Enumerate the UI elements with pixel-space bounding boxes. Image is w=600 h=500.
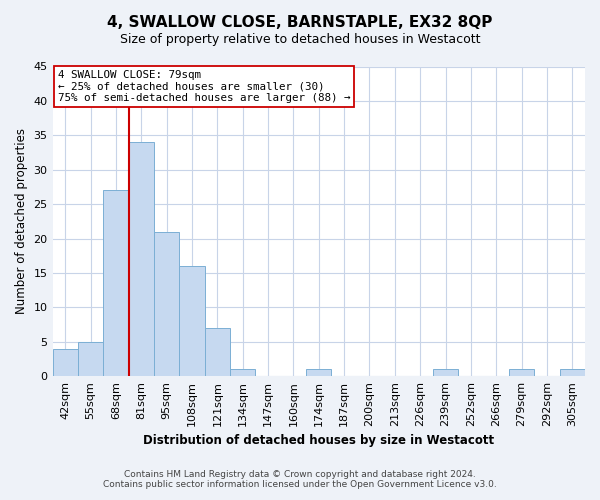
Bar bbox=[509, 370, 534, 376]
Bar bbox=[179, 266, 205, 376]
Bar bbox=[53, 348, 78, 376]
Text: 4, SWALLOW CLOSE, BARNSTAPLE, EX32 8QP: 4, SWALLOW CLOSE, BARNSTAPLE, EX32 8QP bbox=[107, 15, 493, 30]
Bar bbox=[433, 370, 458, 376]
Bar bbox=[230, 370, 256, 376]
Bar bbox=[128, 142, 154, 376]
Text: 4 SWALLOW CLOSE: 79sqm
← 25% of detached houses are smaller (30)
75% of semi-det: 4 SWALLOW CLOSE: 79sqm ← 25% of detached… bbox=[58, 70, 350, 103]
X-axis label: Distribution of detached houses by size in Westacott: Distribution of detached houses by size … bbox=[143, 434, 494, 448]
Text: Size of property relative to detached houses in Westacott: Size of property relative to detached ho… bbox=[120, 32, 480, 46]
Bar bbox=[560, 370, 585, 376]
Bar bbox=[205, 328, 230, 376]
Bar bbox=[78, 342, 103, 376]
Text: Contains HM Land Registry data © Crown copyright and database right 2024.
Contai: Contains HM Land Registry data © Crown c… bbox=[103, 470, 497, 489]
Bar bbox=[306, 370, 331, 376]
Bar bbox=[154, 232, 179, 376]
Bar bbox=[103, 190, 128, 376]
Y-axis label: Number of detached properties: Number of detached properties bbox=[15, 128, 28, 314]
